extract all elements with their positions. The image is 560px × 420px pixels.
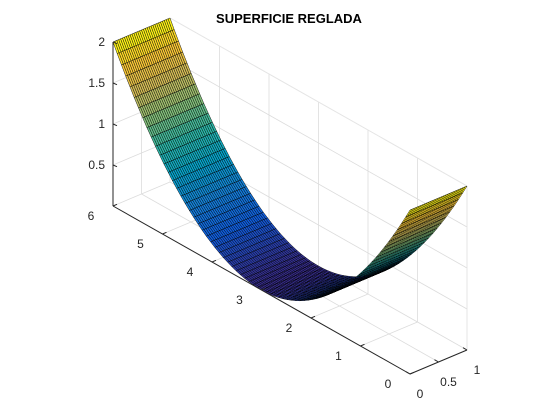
y-tick-mark (112, 203, 118, 207)
surface-facet (460, 185, 468, 195)
z-tick-mark (112, 123, 118, 127)
z-tick-label: 2 (98, 35, 105, 49)
y-tick-label: 6 (88, 209, 95, 223)
z-tick-mark (112, 82, 118, 86)
x-tick-label: 1 (474, 363, 481, 377)
y-tick-label: 3 (236, 293, 243, 307)
x-tick-label: 0 (417, 387, 424, 401)
x-tick-mark (462, 347, 468, 351)
chart-title: SUPERFICIE REGLADA (216, 11, 363, 26)
x-tick-mark (434, 359, 439, 363)
y-tick-mark (162, 231, 167, 235)
y-tick-label: 1 (335, 349, 342, 363)
y-tick-label: 4 (187, 265, 194, 279)
y-tick-mark (261, 287, 266, 291)
z-tick-mark (112, 41, 118, 45)
y-tick-label: 2 (286, 321, 293, 335)
y-tick-label: 0 (385, 377, 392, 391)
z-tick-mark (112, 164, 118, 168)
tick-labels: 0 0.5 1 0 1 2 3 4 5 6 0.5 1 1.5 2 (88, 35, 481, 401)
axes (112, 41, 468, 375)
z-tick-label: 1.5 (88, 76, 105, 90)
y-tick-mark (360, 343, 365, 347)
y-tick-mark (310, 315, 316, 319)
y-tick-label: 5 (137, 237, 144, 251)
y-tick-mark (211, 259, 217, 263)
surface-mesh (112, 17, 468, 302)
y-tick-mark (409, 371, 415, 375)
z-tick-label: 0.5 (88, 158, 105, 172)
z-tick-label: 1 (98, 117, 105, 131)
x-tick-label: 0.5 (440, 375, 457, 389)
x-tick-mark (405, 371, 411, 375)
box-edge (169, 17, 468, 187)
